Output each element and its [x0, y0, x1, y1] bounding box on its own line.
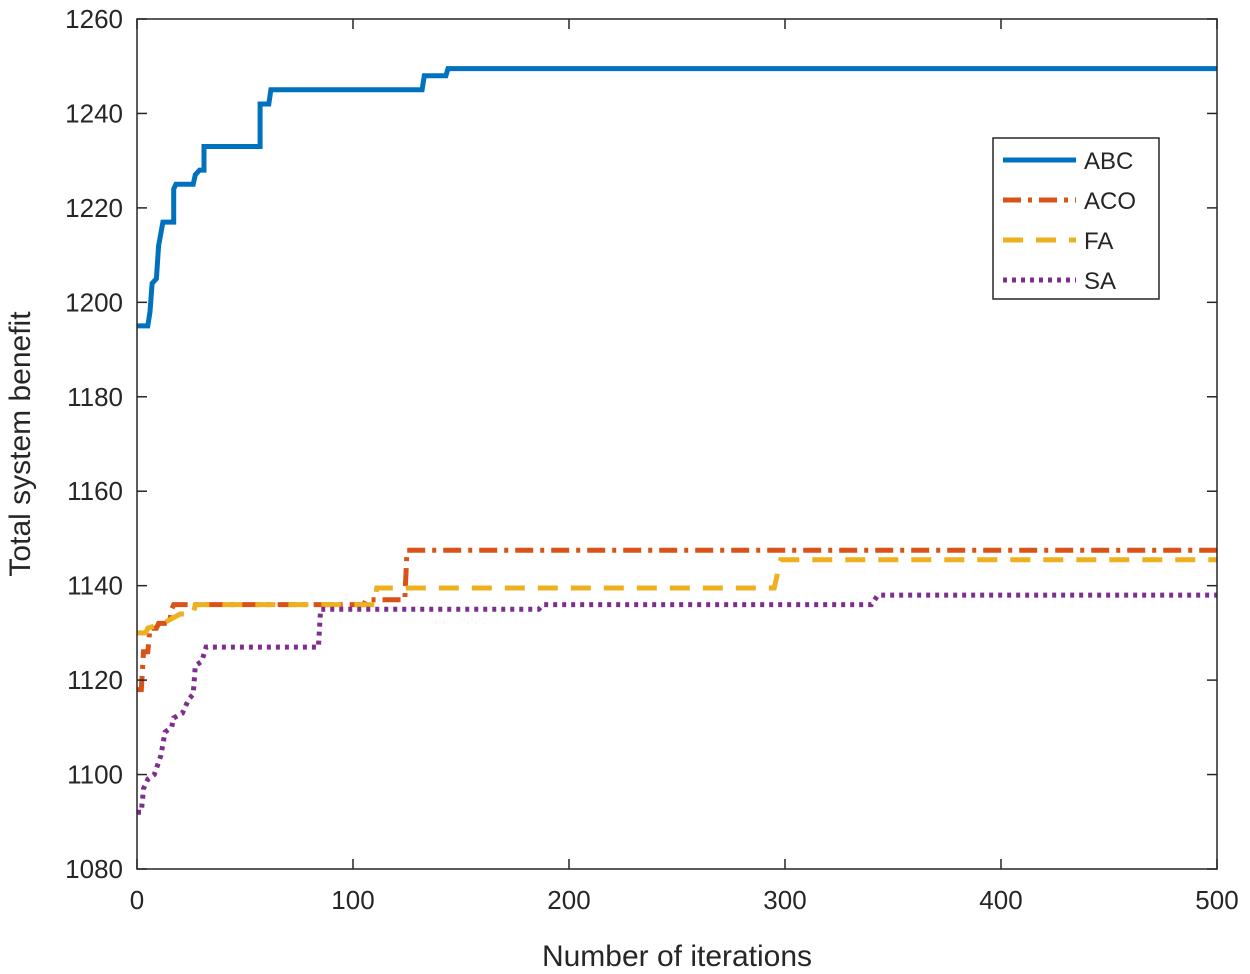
x-tick-label: 500	[1195, 885, 1238, 915]
x-tick-label: 0	[130, 885, 144, 915]
x-tick-label: 300	[763, 885, 806, 915]
plot-frame	[136, 18, 1218, 870]
series-line-sa	[137, 592, 1217, 815]
y-tick-label: 1200	[65, 287, 123, 317]
y-tick-label: 1080	[65, 854, 123, 884]
x-tick-label: 200	[547, 885, 590, 915]
y-tick-label: 1120	[67, 665, 123, 695]
y-tick-label: 1100	[67, 760, 123, 790]
series-line-aco	[137, 547, 1217, 693]
y-tick-label: 1260	[65, 4, 123, 34]
x-axis-ticks: 0 100 200 300 400 500	[130, 19, 1239, 915]
x-tick-label: 400	[979, 885, 1022, 915]
legend-label-fa: FA	[1084, 228, 1113, 255]
legend-label-sa: SA	[1084, 268, 1116, 295]
legend-label-aco: ACO	[1084, 188, 1136, 215]
legend-box	[992, 137, 1160, 300]
y-tick-label: 1240	[65, 98, 123, 128]
y-tick-label: 1140	[67, 571, 123, 601]
series-layer	[137, 66, 1217, 815]
x-axis-label: Number of iterations	[542, 940, 812, 973]
series-line-fa	[137, 557, 1217, 636]
y-axis-ticks: 1080 1100 1120 1140 1160 1180 1200 1220 1240 1260	[65, 4, 1217, 884]
series-line-abc	[137, 66, 1217, 329]
y-tick-label: 1160	[67, 476, 123, 506]
y-tick-label: 1220	[65, 193, 123, 223]
y-tick-label: 1180	[67, 382, 123, 412]
legend: ABC ACO FA SA	[992, 137, 1160, 300]
x-tick-label: 100	[331, 885, 374, 915]
legend-label-abc: ABC	[1084, 148, 1133, 175]
y-axis-label: Total system benefit	[4, 311, 37, 577]
